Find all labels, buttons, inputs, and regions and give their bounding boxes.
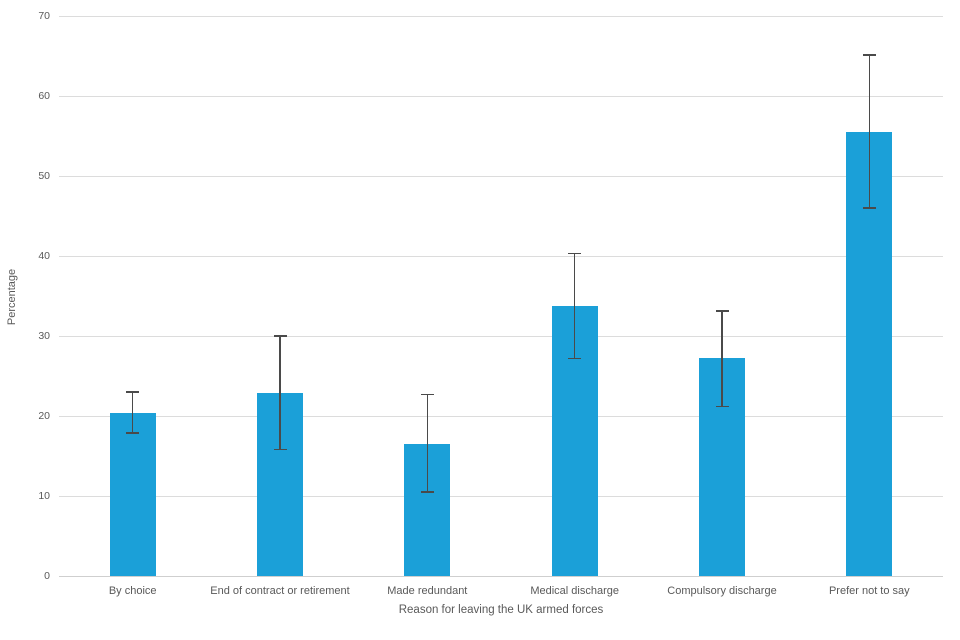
error-bar: [862, 54, 876, 209]
gridline: [59, 336, 943, 337]
gridline: [59, 496, 943, 497]
bar: [109, 412, 156, 576]
x-axis-category-label: End of contract or retirement: [210, 585, 350, 597]
error-bar-line: [279, 335, 281, 451]
error-bar-cap-top: [273, 335, 287, 337]
y-axis-tick-label: 10: [38, 490, 50, 502]
y-axis-tick-label: 60: [38, 90, 50, 102]
gridline: [59, 256, 943, 257]
error-bar: [568, 252, 582, 360]
error-bar-line: [721, 310, 723, 408]
y-axis-tick-label: 40: [38, 250, 50, 262]
error-bar-cap-bottom: [715, 405, 729, 408]
error-bar-cap-bottom: [568, 357, 582, 360]
x-axis-title: Reason for leaving the UK armed forces: [398, 604, 604, 616]
gridline: [59, 16, 943, 17]
error-bar-line: [426, 393, 429, 493]
error-bar-line: [573, 252, 576, 360]
error-bar-line: [131, 391, 134, 434]
error-bar-cap-bottom: [126, 432, 140, 434]
error-bar-cap-top: [420, 393, 434, 396]
plot-area: [59, 16, 943, 577]
x-axis-category-label: Compulsory discharge: [667, 585, 777, 597]
error-bar: [420, 393, 434, 493]
error-bar: [126, 391, 140, 434]
error-bar-cap-bottom: [273, 448, 287, 451]
gridline: [59, 416, 943, 417]
error-bar: [273, 335, 287, 451]
error-bar-line: [868, 54, 871, 209]
error-bar: [715, 310, 729, 408]
x-axis-category-label: By choice: [108, 585, 157, 597]
gridline: [59, 96, 943, 97]
y-axis-tick-label: 20: [38, 410, 50, 422]
gridline: [59, 176, 943, 177]
x-axis-category-label: Medical discharge: [530, 585, 619, 597]
error-bar-cap-bottom: [420, 491, 434, 493]
y-axis-tick-label: 30: [38, 330, 50, 342]
error-bar-cap-top: [862, 54, 876, 56]
y-axis-tick-label: 50: [38, 170, 50, 182]
x-axis-category-label: Made redundant: [387, 585, 468, 597]
error-bar-cap-bottom: [862, 207, 876, 209]
y-axis-tick-label: 70: [38, 10, 50, 22]
gridline: [59, 576, 943, 577]
x-axis-category-label: Prefer not to say: [828, 585, 910, 597]
error-bar-cap-top: [568, 252, 582, 255]
y-axis-tick-label: 0: [44, 570, 50, 582]
error-bar-cap-top: [715, 310, 729, 312]
error-bar-cap-top: [126, 391, 140, 393]
